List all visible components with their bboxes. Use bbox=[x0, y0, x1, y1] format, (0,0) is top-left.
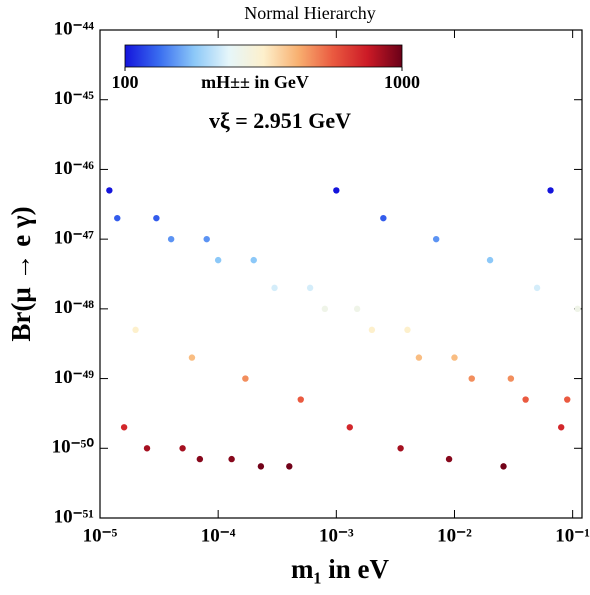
colorbar bbox=[124, 44, 403, 68]
y-tick-label: 10⁻⁵⁰ bbox=[52, 437, 95, 458]
x-axis-label: m₁ in eV bbox=[291, 554, 390, 584]
annotation: vξ = 2.951 GeV bbox=[209, 108, 351, 133]
point bbox=[500, 463, 507, 470]
point bbox=[574, 305, 581, 313]
y-tick-label: 10⁻⁴⁸ bbox=[54, 297, 95, 318]
plot-frame bbox=[99, 29, 583, 519]
point bbox=[368, 326, 376, 334]
y-tick-label: 10⁻⁴⁷ bbox=[54, 228, 95, 249]
x-tick-label: 10⁻² bbox=[437, 525, 472, 546]
point bbox=[114, 214, 121, 222]
point bbox=[306, 284, 314, 292]
point bbox=[486, 256, 494, 264]
point bbox=[188, 354, 196, 361]
point bbox=[507, 375, 515, 382]
x-tick-label: 10⁻³ bbox=[319, 525, 354, 546]
point bbox=[533, 284, 541, 292]
y-tick-label: 10⁻⁴⁵ bbox=[54, 88, 95, 109]
point bbox=[432, 235, 440, 243]
y-axis-label: Br(μ → e γ) bbox=[6, 206, 36, 341]
point bbox=[242, 375, 249, 382]
y-tick-label: 10⁻⁴⁴ bbox=[54, 18, 95, 39]
point bbox=[397, 445, 404, 452]
y-tick-label: 10⁻⁴⁶ bbox=[54, 158, 95, 179]
colorbar-tick-label: 100 bbox=[112, 72, 139, 92]
y-tick-label: 10⁻⁴⁹ bbox=[54, 367, 95, 388]
point bbox=[557, 424, 565, 431]
point bbox=[143, 445, 151, 452]
point bbox=[250, 256, 257, 264]
point bbox=[451, 354, 458, 361]
x-tick-label: 10⁻⁵ bbox=[83, 525, 118, 546]
point bbox=[297, 396, 304, 403]
point bbox=[106, 187, 113, 194]
point bbox=[153, 214, 160, 222]
point bbox=[321, 305, 329, 313]
point bbox=[228, 455, 235, 463]
point bbox=[380, 214, 387, 222]
x-tick-label: 10⁻⁴ bbox=[201, 525, 236, 546]
point bbox=[214, 256, 222, 264]
point bbox=[564, 396, 571, 403]
chart-title: Normal Hierarchy bbox=[244, 3, 375, 23]
point bbox=[167, 235, 175, 243]
point bbox=[404, 326, 411, 334]
x-tick-label: 10⁻¹ bbox=[555, 525, 590, 546]
y-tick-label: 10⁻⁵¹ bbox=[54, 506, 94, 527]
point bbox=[257, 463, 265, 470]
colorbar-tick-label: 1000 bbox=[384, 72, 420, 92]
point bbox=[445, 455, 453, 463]
point bbox=[333, 187, 340, 194]
point bbox=[468, 375, 475, 382]
point bbox=[179, 445, 186, 452]
point bbox=[522, 396, 529, 403]
point bbox=[271, 284, 278, 292]
point bbox=[196, 455, 204, 463]
point bbox=[120, 424, 128, 431]
point bbox=[346, 424, 353, 431]
point bbox=[415, 354, 423, 361]
point bbox=[547, 187, 554, 194]
point bbox=[353, 305, 361, 313]
point bbox=[286, 463, 293, 470]
colorbar-label: mH±± in GeV bbox=[201, 72, 309, 92]
point bbox=[203, 235, 210, 243]
point bbox=[132, 326, 139, 334]
